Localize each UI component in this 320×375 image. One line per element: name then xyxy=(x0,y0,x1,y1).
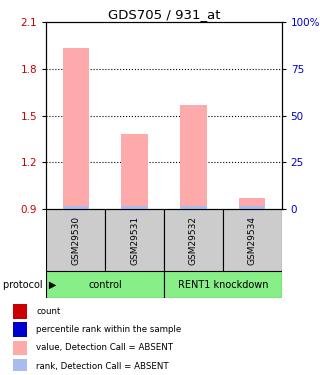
Bar xyxy=(164,209,223,271)
Text: GSM29534: GSM29534 xyxy=(248,216,257,265)
Text: control: control xyxy=(88,280,122,290)
Bar xyxy=(105,209,164,271)
Bar xyxy=(12,304,27,319)
Text: count: count xyxy=(36,307,60,316)
Bar xyxy=(63,206,89,209)
Bar xyxy=(121,206,148,209)
Text: protocol  ▶: protocol ▶ xyxy=(3,280,57,290)
Bar xyxy=(46,209,105,271)
Bar xyxy=(121,134,148,209)
Bar xyxy=(12,340,27,355)
Bar xyxy=(12,322,27,337)
Bar xyxy=(164,271,282,298)
Text: RENT1 knockdown: RENT1 knockdown xyxy=(178,280,268,290)
Text: GSM29532: GSM29532 xyxy=(189,216,198,265)
Bar xyxy=(223,209,282,271)
Bar xyxy=(63,48,89,209)
Text: rank, Detection Call = ABSENT: rank, Detection Call = ABSENT xyxy=(36,362,169,370)
Bar xyxy=(12,359,27,374)
Text: GSM29531: GSM29531 xyxy=(130,216,139,265)
Title: GDS705 / 931_at: GDS705 / 931_at xyxy=(108,8,220,21)
Text: GSM29530: GSM29530 xyxy=(71,216,80,265)
Bar xyxy=(180,206,207,209)
Bar xyxy=(180,105,207,209)
Bar xyxy=(239,206,265,209)
Text: value, Detection Call = ABSENT: value, Detection Call = ABSENT xyxy=(36,344,173,352)
Bar xyxy=(46,271,164,298)
Bar xyxy=(239,198,265,209)
Text: percentile rank within the sample: percentile rank within the sample xyxy=(36,325,181,334)
